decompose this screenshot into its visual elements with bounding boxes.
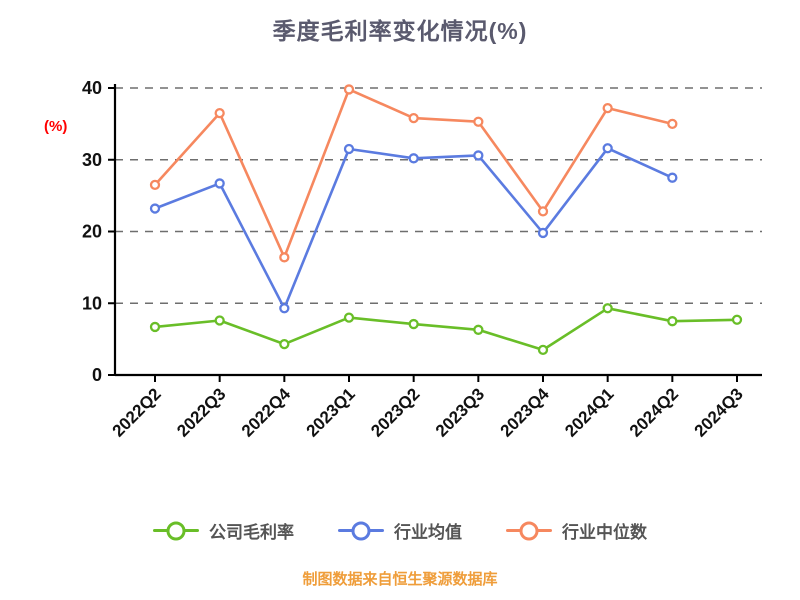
data-point (343, 312, 355, 323)
data-point (408, 153, 419, 164)
legend-marker-icon (506, 520, 552, 542)
data-point (667, 316, 678, 327)
legend-circle-icon (351, 521, 371, 540)
data-point (537, 344, 549, 356)
x-tick-label: 2022Q2 (109, 384, 165, 440)
y-tick-label: 40 (82, 78, 102, 98)
data-point (214, 178, 225, 189)
y-tick-label: 0 (92, 365, 102, 385)
legend-label: 公司毛利率 (209, 523, 294, 542)
data-point (537, 206, 549, 217)
legend-circle-icon (519, 521, 539, 540)
x-tick-label: 2022Q3 (173, 384, 229, 440)
data-point (537, 227, 549, 239)
series-line-2 (153, 147, 674, 310)
data-point (279, 252, 290, 263)
data-point (667, 118, 678, 130)
x-tick-label: 2022Q4 (238, 384, 295, 441)
x-tick-label: 2023Q3 (432, 384, 488, 440)
data-point (343, 84, 355, 95)
data-point (214, 107, 225, 119)
data-point (149, 179, 161, 191)
data-point (473, 150, 484, 161)
data-point (731, 314, 743, 325)
legend-circle-icon (166, 521, 186, 540)
data-point (408, 112, 419, 124)
legend-marker-icon (338, 520, 384, 542)
x-tick-label: 2023Q4 (497, 384, 554, 441)
legend-item-industry-mean: 行业均值 (338, 518, 462, 543)
y-tick-label: 20 (82, 222, 102, 242)
data-point (602, 143, 613, 154)
y-tick-label: 10 (82, 293, 102, 313)
data-point (279, 303, 290, 314)
x-tick-label: 2023Q1 (303, 384, 359, 440)
legend-item-company-margin: 公司毛利率 (153, 518, 294, 543)
data-point (214, 315, 225, 326)
x-tick-label: 2024Q1 (561, 384, 617, 440)
series-line-1 (153, 307, 739, 352)
legend-label: 行业均值 (394, 523, 462, 542)
data-point (473, 324, 484, 335)
data-point (149, 321, 161, 333)
data-point (343, 143, 355, 155)
legend: 公司毛利率 行业均值 行业中位数 (0, 518, 800, 543)
data-point (602, 102, 613, 114)
chart-title: 季度毛利率变化情况(%) (272, 18, 528, 44)
x-tick-label: 2023Q2 (367, 384, 423, 440)
data-point (602, 303, 613, 314)
data-point (279, 338, 290, 350)
y-axis-label: (%) (44, 118, 68, 135)
legend-item-industry-median: 行业中位数 (506, 518, 647, 543)
footer-note: 制图数据来自恒生聚源数据库 (302, 571, 498, 588)
x-tick-label: 2024Q2 (626, 384, 682, 440)
data-point (667, 172, 678, 183)
data-point (149, 203, 161, 214)
x-tick-label: 2024Q3 (691, 384, 747, 440)
data-point (473, 116, 484, 127)
y-tick-label: 30 (82, 150, 102, 170)
data-point (408, 318, 419, 330)
legend-label: 行业中位数 (562, 523, 647, 542)
legend-marker-icon (153, 520, 199, 542)
